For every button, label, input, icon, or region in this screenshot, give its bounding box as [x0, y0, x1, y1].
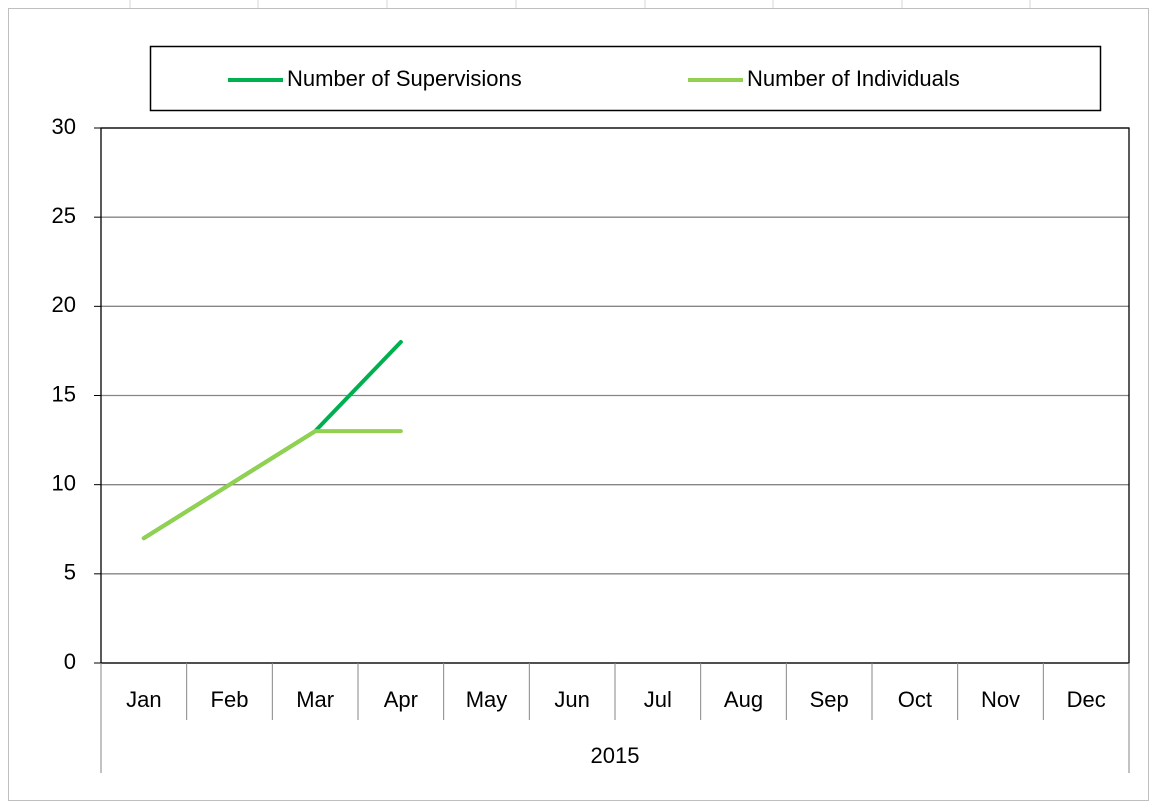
x-tick-label: Mar: [296, 687, 334, 712]
series-line: [141, 429, 403, 541]
x-tick-label: Feb: [211, 687, 249, 712]
y-tick-label: 20: [52, 292, 76, 317]
x-tick-label: Sep: [810, 687, 849, 712]
y-tick-label: 10: [52, 470, 76, 495]
y-tick-label: 30: [52, 114, 76, 139]
y-tick-label: 0: [64, 649, 76, 674]
x-tick-label: Oct: [898, 687, 932, 712]
y-tick-label: 25: [52, 203, 76, 228]
legend: [149, 45, 1102, 112]
x-tick-label: Dec: [1067, 687, 1106, 712]
x-tick-label: May: [466, 687, 508, 712]
x-tick-label: Jun: [554, 687, 589, 712]
x-tick-label: Aug: [724, 687, 763, 712]
legend-label: Number of Supervisions: [287, 66, 522, 91]
sheet-grid: [129, 0, 1031, 8]
x-tick-label: Apr: [384, 687, 418, 712]
x-tick-label: Jan: [126, 687, 161, 712]
legend-label: Number of Individuals: [747, 66, 960, 91]
y-tick-label: 5: [64, 560, 76, 585]
x-tick-label: Jul: [644, 687, 672, 712]
x-tick-label: Nov: [981, 687, 1020, 712]
chart-area: [8, 8, 1149, 801]
y-tick-label: 15: [52, 381, 76, 406]
group-label: 2015: [591, 743, 640, 768]
